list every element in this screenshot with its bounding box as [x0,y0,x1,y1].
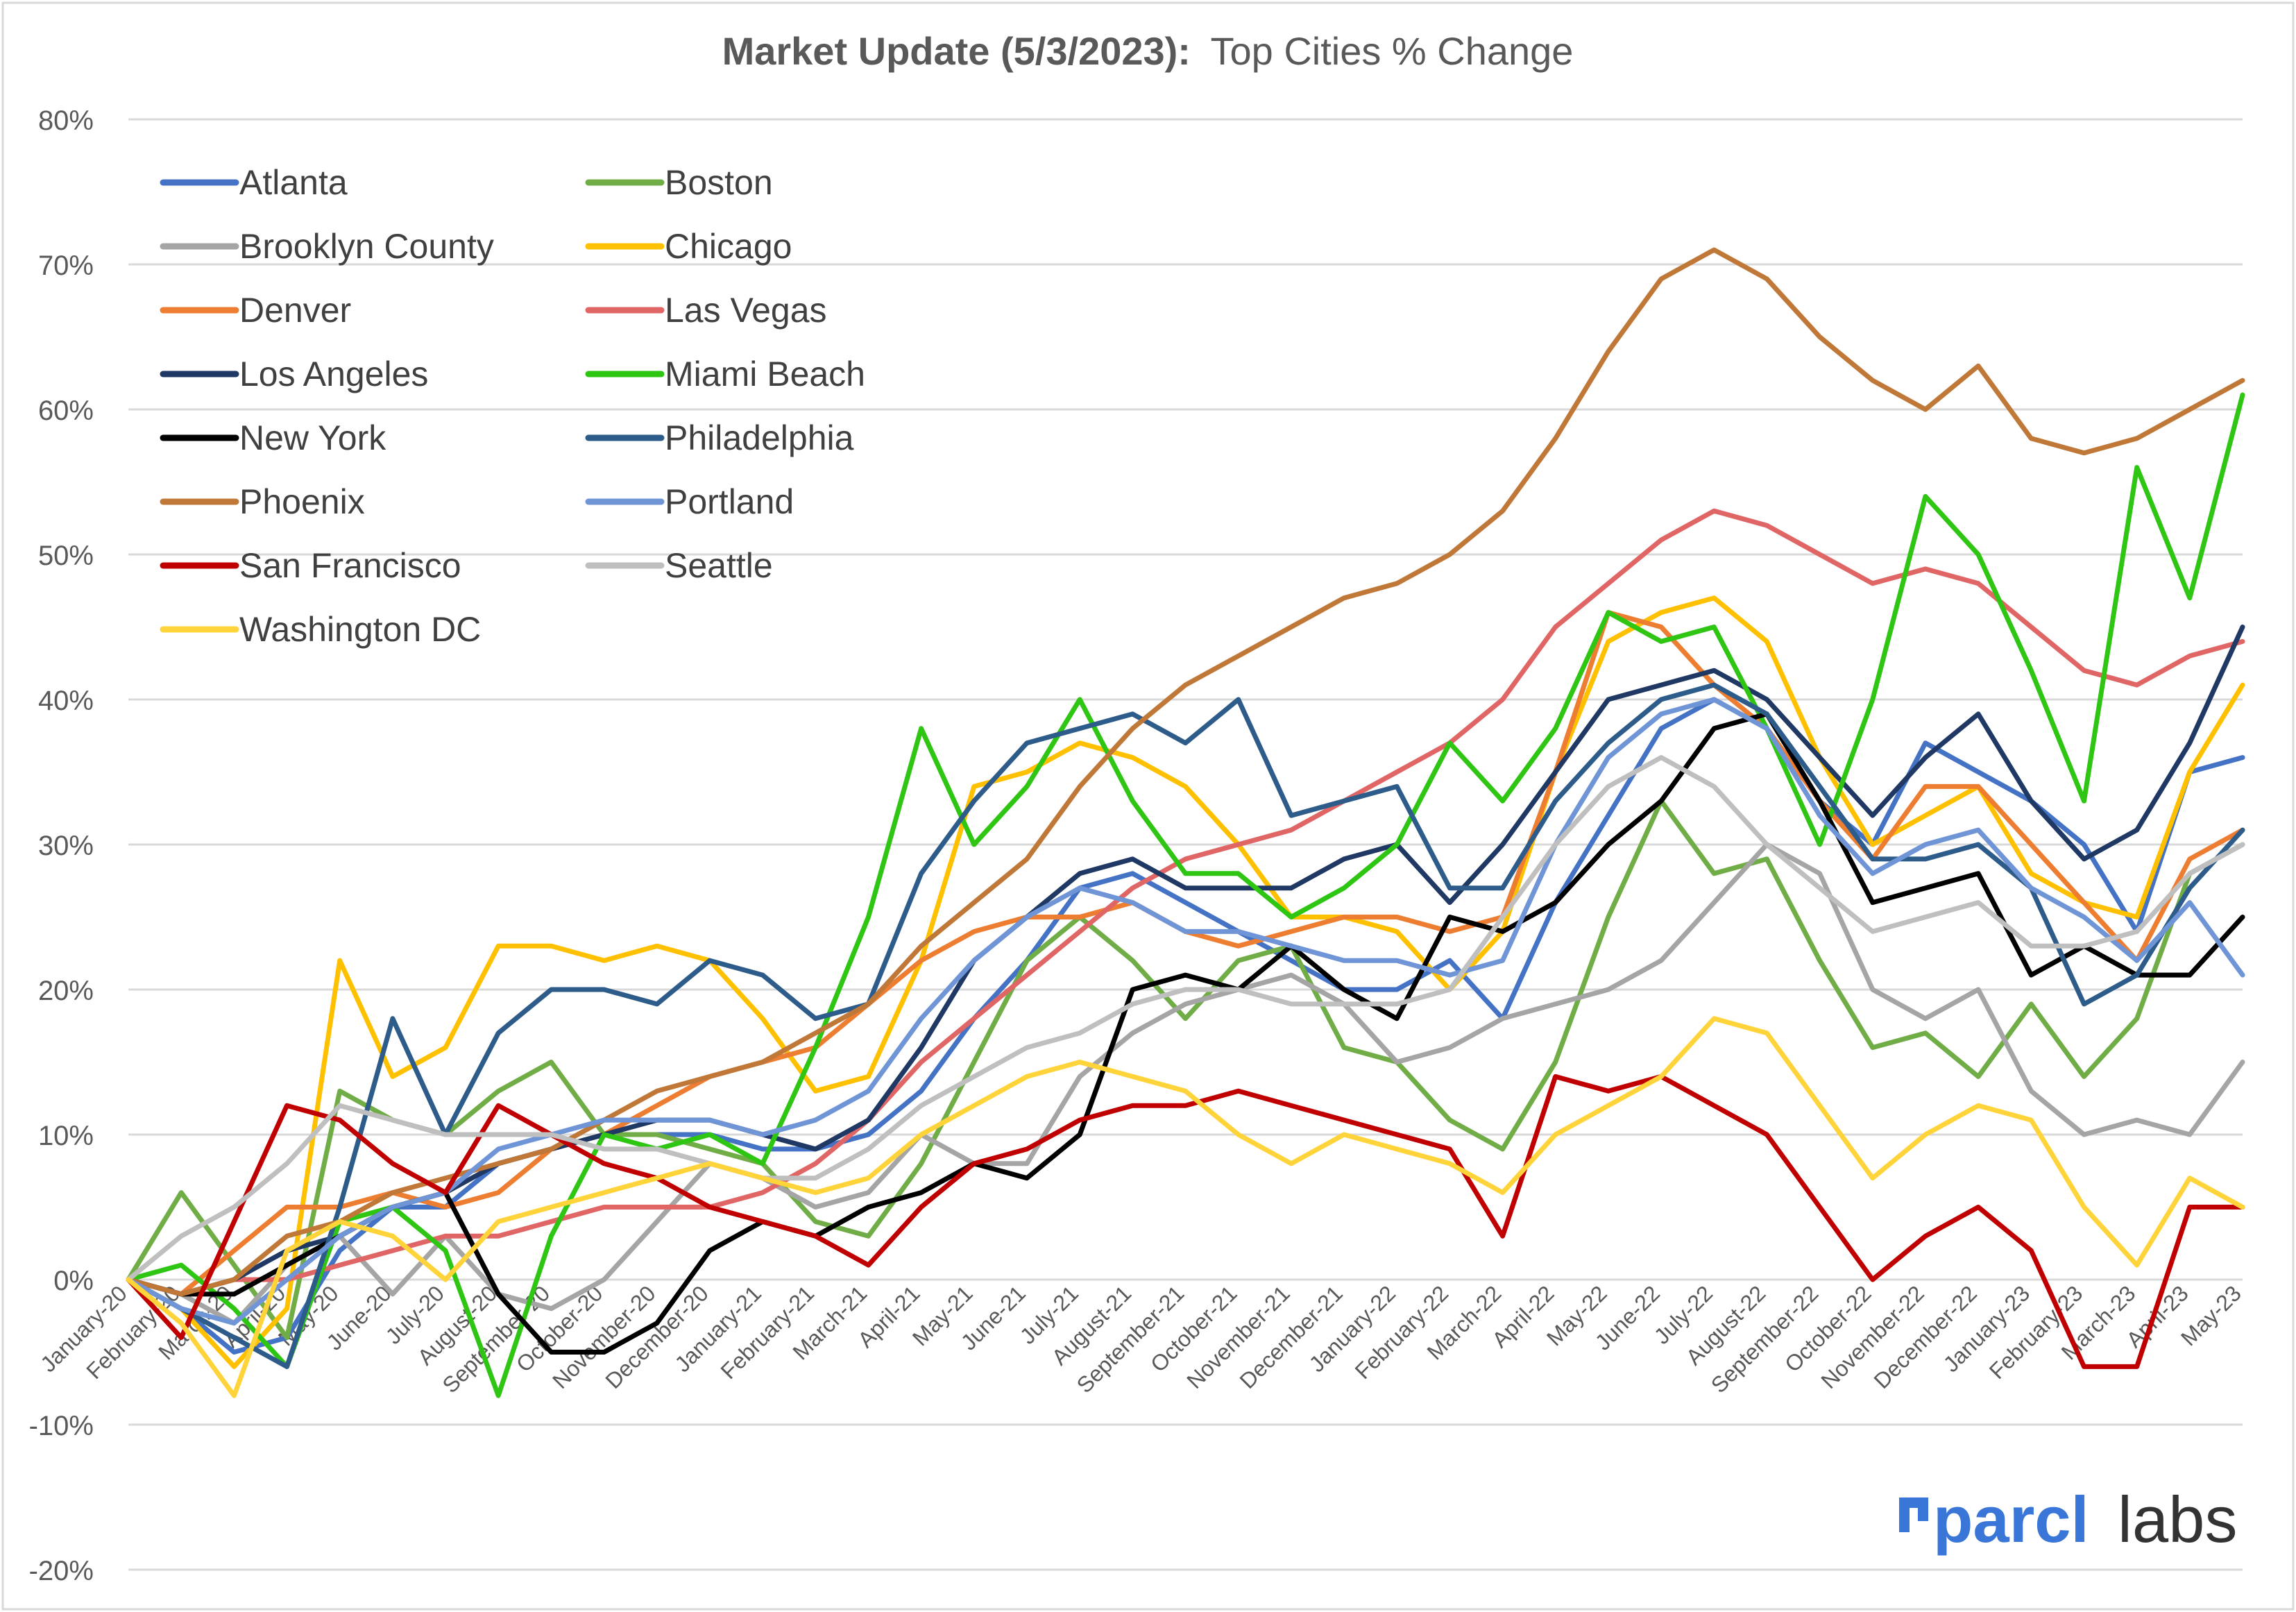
legend-label: Las Vegas [665,291,827,330]
y-tick-label: 30% [38,831,94,861]
parcl-labs-logo: parcl labs [1899,1483,2237,1556]
legend-label: Chicago [665,227,792,266]
logo-mark-text: parcl [1933,1483,2089,1556]
legend-label: Seattle [665,546,773,585]
legend-label: Phoenix [239,482,365,521]
legend-label: Los Angeles [239,355,428,393]
chart-title-rest: Top Cities % Change [1210,29,1573,73]
legend-label: Brooklyn County [239,227,494,266]
legend-label: Atlanta [239,163,348,202]
series-line-philadelphia [126,682,2245,1369]
series-line-boston [126,798,2245,1341]
legend-label: Miami Beach [665,355,865,393]
y-axis-ticks: -20% -10% 0% 10% 20% 30% 40% 50% 60% 70% 80% [29,105,94,1586]
series-line-seattle [126,755,2245,1282]
series-line-portland [126,697,2245,1326]
parcl-mark-icon [1899,1498,1928,1532]
series-line-miami-beach [126,392,2245,1398]
series-line-los-angeles [126,625,2245,1297]
y-tick-label: 60% [38,396,94,426]
legend-label: Boston [665,163,773,202]
y-tick-label: 10% [38,1121,94,1151]
series-line-phoenix [126,247,2245,1297]
legend-label: Washington DC [239,610,481,649]
chart-title: Market Update (5/3/2023): Top Cities % C… [722,29,1574,73]
chart-title-bold: Market Update (5/3/2023): [722,29,1191,73]
y-tick-label: 0% [53,1266,94,1296]
series-line-new-york [126,711,2245,1355]
series-line-washington-dc [126,1016,2245,1398]
y-tick-label: 20% [38,976,94,1006]
series-line-atlanta [126,697,2245,1355]
y-tick-label: 50% [38,541,94,571]
series-lines [126,247,2245,1398]
legend-label: New York [239,418,386,457]
legend: Atlanta Boston Brooklyn County Chicago Denve… [160,163,865,649]
legend-label: San Francisco [239,546,461,585]
y-tick-label: -10% [29,1411,94,1441]
y-tick-label: 80% [38,105,94,136]
y-tick-label: 40% [38,686,94,716]
legend-label: Denver [239,291,351,330]
y-tick-label: 70% [38,251,94,281]
series-line-brooklyn-county [126,842,2245,1326]
y-tick-label: -20% [29,1556,94,1586]
legend-label: Philadelphia [665,418,854,457]
legend-label: Portland [665,482,794,521]
series-line-las-vegas [126,508,2245,1297]
gridlines [128,118,2243,1571]
logo-word-text: labs [2118,1483,2237,1556]
